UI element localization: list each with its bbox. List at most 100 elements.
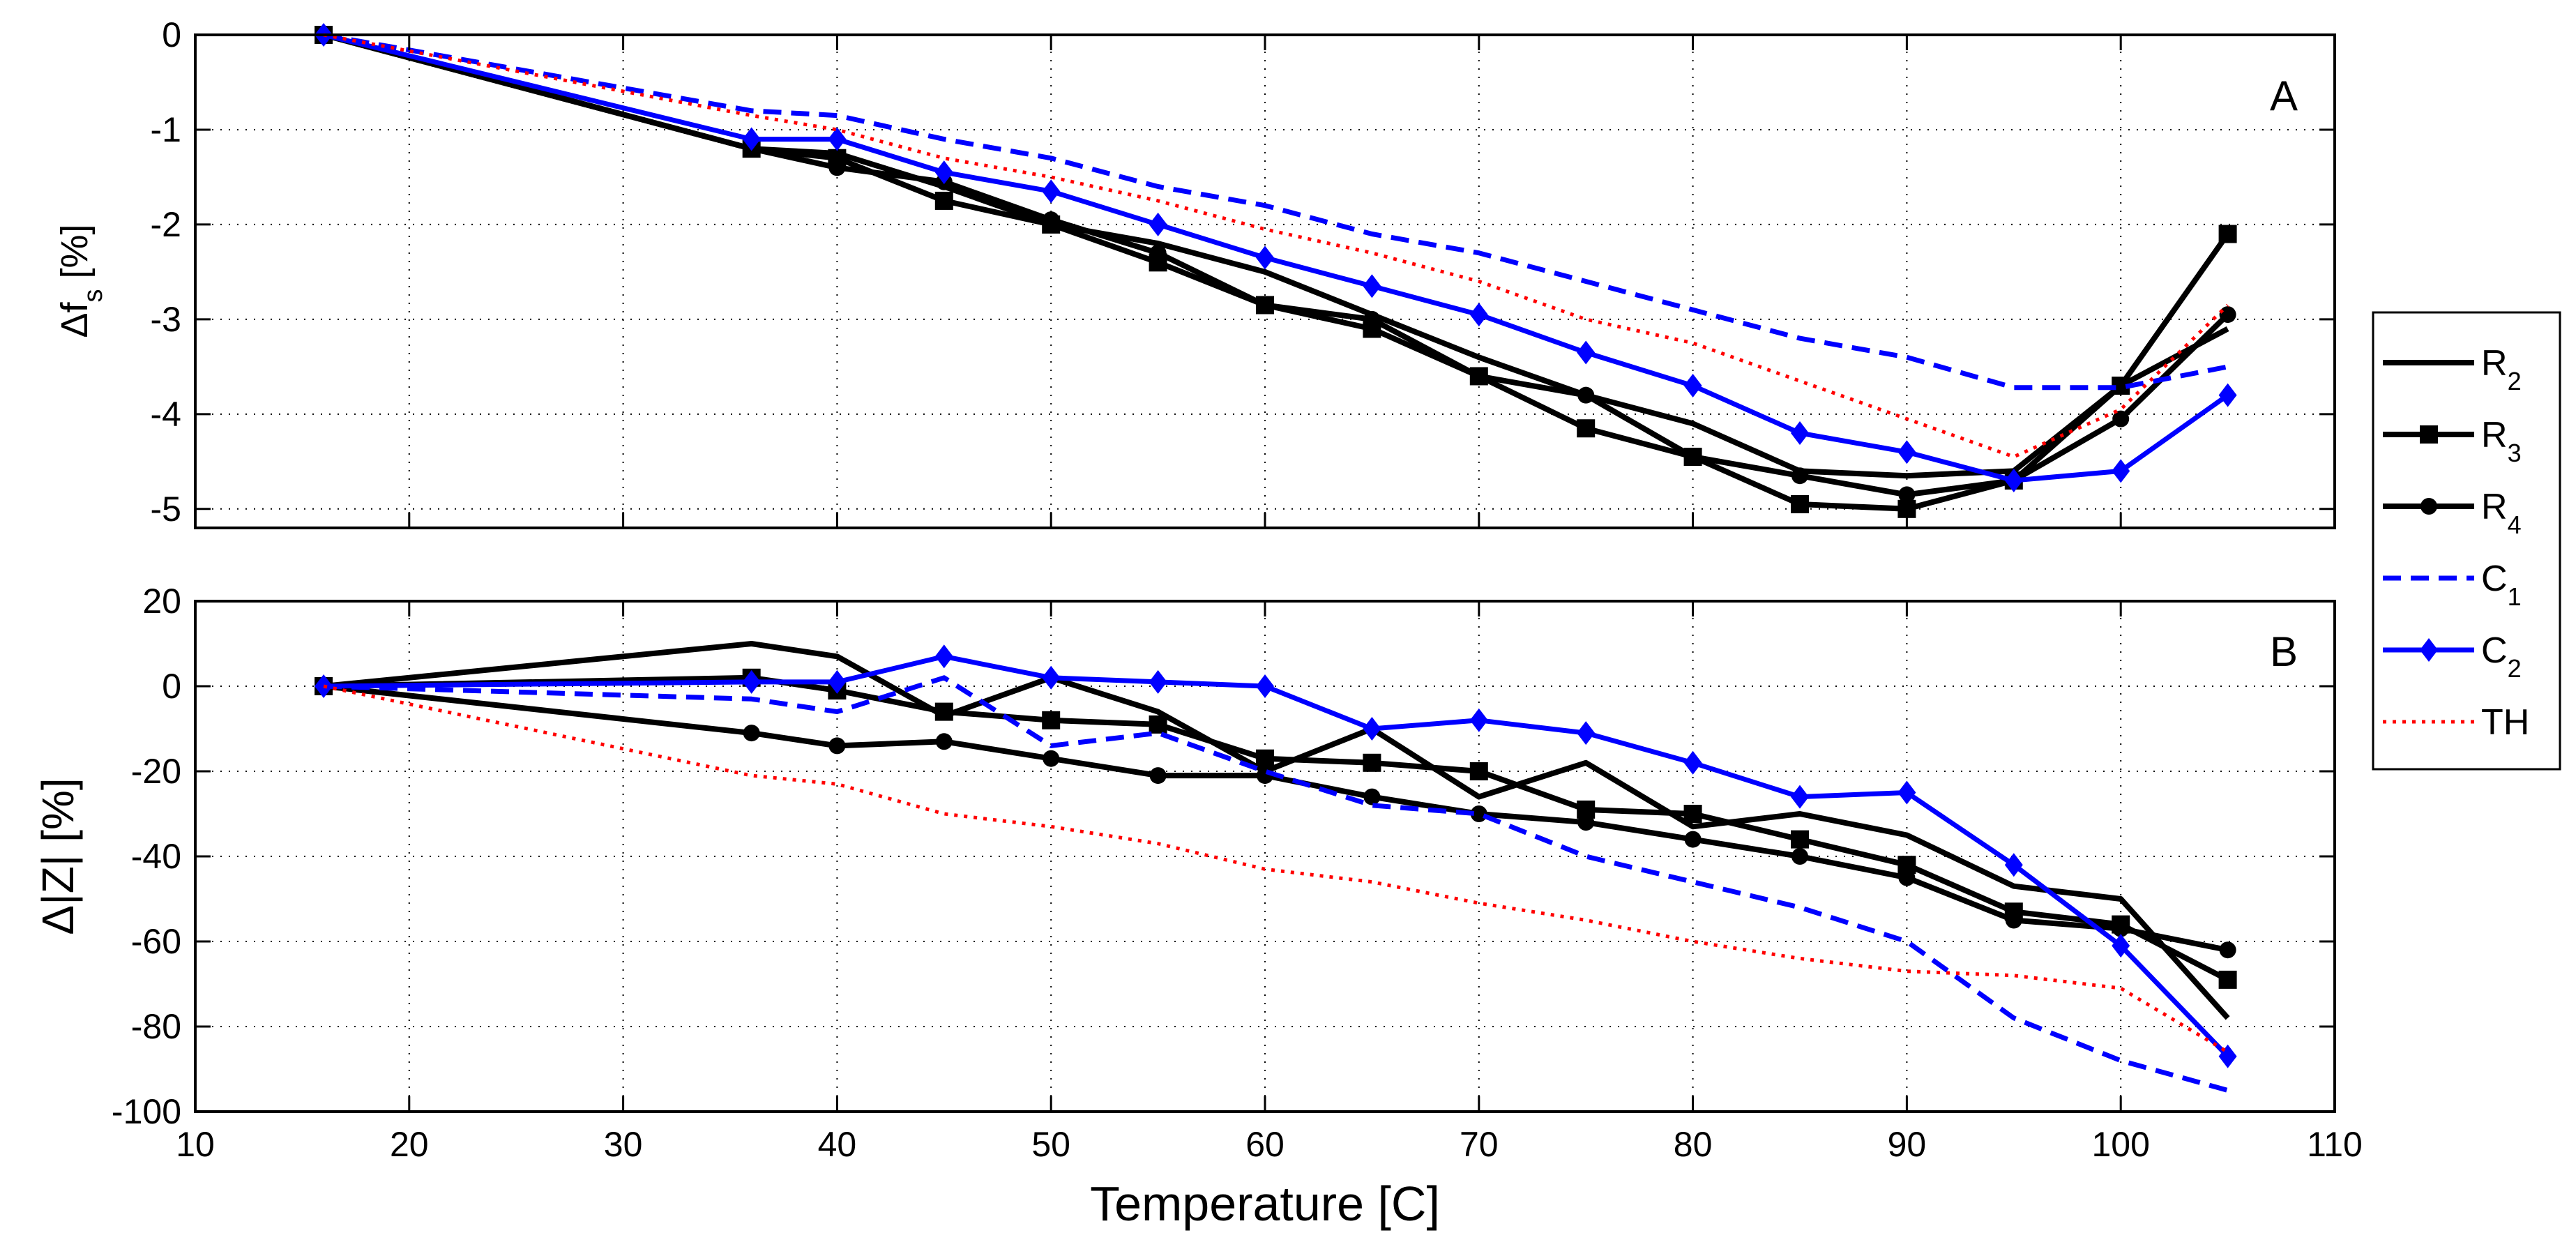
- x-tick-label-90: 90: [1888, 1125, 1927, 1164]
- panel-a-point-R4: [2112, 410, 2130, 427]
- panel-a-point-C2: [1897, 440, 1916, 464]
- panel-b-y-tick-label: 0: [162, 667, 181, 706]
- legend-label-R4: R4: [2481, 487, 2522, 539]
- panel-b-line-C2: [324, 653, 2230, 1059]
- panel-a-y-tick-label: 0: [162, 15, 181, 54]
- legend-box: [2372, 311, 2561, 771]
- panel-a-point-R4: [1470, 368, 1487, 385]
- x-tick-label-10: 10: [176, 1125, 215, 1164]
- legend-entry-C2: C2: [2383, 630, 2522, 683]
- legend-entry-C1: C1: [2383, 559, 2522, 611]
- panel-a-line-TH: [323, 33, 2229, 459]
- panel-b-point-C2: [1577, 721, 1596, 745]
- panel-b-point-R4: [743, 725, 760, 742]
- panel-a-point-C2: [2004, 469, 2023, 493]
- panel-a-series-TH: [323, 33, 2229, 459]
- panel-a-point-C2: [2218, 383, 2237, 407]
- panel-b-point-R4: [1898, 869, 1916, 886]
- panel-a-point-C2: [742, 127, 761, 151]
- panel-a-series-C1: [323, 32, 2229, 391]
- panel-a-point-R4: [1898, 486, 1916, 504]
- panel-b-point-C2: [934, 644, 953, 669]
- panel-b-point-C2: [2004, 853, 2023, 877]
- panel-b-point-R4: [935, 733, 953, 750]
- panel-a-point-R4: [1257, 296, 1273, 314]
- panel-b-point-C2: [828, 669, 847, 694]
- panel-a-point-R3: [934, 191, 953, 210]
- panel-b-point-C2: [2112, 934, 2130, 958]
- x-tick-label-100: 100: [2091, 1125, 2149, 1164]
- panel-a-point-C2: [1683, 374, 1702, 398]
- panel-b-point-R3: [1683, 805, 1702, 823]
- panel-b-point-R4: [1791, 848, 1808, 865]
- legend-entry-R4: R4: [2383, 487, 2522, 539]
- panel-b-point-R3: [934, 702, 953, 721]
- x-tick-label-50: 50: [1031, 1125, 1070, 1164]
- panel-a-point-R3: [1791, 495, 1809, 514]
- panel-b-point-R4: [1577, 814, 1595, 831]
- legend-marker-R4: [2420, 498, 2437, 515]
- panel-b-series-TH: [323, 684, 2229, 1054]
- panel-a-point-R4: [2219, 306, 2236, 324]
- legend: R2 R3 R4 C1 C2 TH: [2372, 311, 2561, 771]
- panel-b-y-tick-label: 20: [142, 582, 181, 621]
- panel-a-line-C1: [323, 32, 2229, 391]
- panel-b-point-R3: [1042, 711, 1061, 729]
- panel-a-y-tick-label: -4: [151, 395, 181, 434]
- panel-b-point-C2: [742, 669, 761, 694]
- panel-b-point-R4: [1363, 788, 1381, 805]
- panel-b-point-C2: [1683, 750, 1702, 775]
- panel-a-point-C2: [934, 160, 953, 185]
- panel-a-point-R4: [1363, 310, 1381, 328]
- legend-label-C2: C2: [2481, 630, 2522, 683]
- panel-a-y-tick-label: -5: [151, 490, 181, 529]
- panel-b-point-R3: [2218, 970, 2237, 989]
- panel-a-point-R4: [1791, 467, 1808, 485]
- panel-b-tag: B: [2270, 628, 2298, 675]
- panel-a-line-R3: [323, 32, 2230, 512]
- panel-b-line-R2: [323, 641, 2230, 1020]
- panel-a-point-C2: [1469, 303, 1488, 327]
- panel-a-point-R4: [828, 159, 846, 176]
- panel-b-point-R3: [1363, 753, 1381, 772]
- panel-b-point-C2: [1363, 717, 1381, 741]
- panel-b-series-R2: [323, 641, 2230, 1020]
- panel-a-line-C2: [323, 32, 2229, 483]
- panel-a-point-C2: [1042, 179, 1061, 204]
- panel-a-point-R3: [1577, 419, 1596, 438]
- panel-a-point-R3: [2218, 225, 2237, 243]
- panel-b-y-tick-label: -100: [112, 1092, 181, 1131]
- panel-b-ylabel: Δ|Z| [%]: [33, 778, 83, 934]
- panel-b-line-R3: [324, 674, 2229, 983]
- panel-b-point-R4: [1684, 831, 1702, 848]
- panel-a-point-C2: [1577, 340, 1596, 365]
- panel-a-series-C2: [315, 23, 2237, 493]
- panel-b-point-R4: [1043, 750, 1060, 767]
- panel-a-point-C2: [2112, 459, 2130, 483]
- panel-b-series-R4: [315, 678, 2236, 959]
- panel-a-line-R4: [323, 32, 2230, 498]
- panel-b-point-C2: [1256, 674, 1274, 698]
- panel-b-series-C1: [323, 675, 2229, 1093]
- panel-b: 10 20 30 40 50 60 70 80 90 100 110 20 0 -20 -40 -60 -80 -…: [33, 582, 2363, 1231]
- panel-b-y-tick-label: -20: [131, 752, 181, 791]
- panel-b-y-tick-label: -60: [131, 922, 181, 961]
- panel-b-point-R4: [828, 737, 846, 755]
- x-tick-label-30: 30: [604, 1125, 643, 1164]
- panel-a-line-R2: [323, 32, 2229, 479]
- panel-a-y-tick-label: -2: [151, 205, 181, 244]
- panel-b-point-C2: [1149, 669, 1167, 694]
- panel-b-series: [315, 641, 2237, 1093]
- panel-a-point-C2: [1791, 421, 1809, 446]
- panel-b-point-R4: [2112, 920, 2130, 937]
- panel-b-point-R3: [1256, 749, 1274, 768]
- legend-entry-TH: TH: [2383, 702, 2529, 743]
- panel-b-line-TH: [323, 684, 2229, 1054]
- panel-b-point-C2: [315, 674, 333, 698]
- panel-a-point-R4: [1043, 211, 1060, 229]
- x-tick-label-40: 40: [818, 1125, 857, 1164]
- legend-marker-R3: [2420, 425, 2438, 444]
- panel-a-point-C2: [1149, 212, 1167, 236]
- legend-entry-R3: R3: [2383, 415, 2522, 467]
